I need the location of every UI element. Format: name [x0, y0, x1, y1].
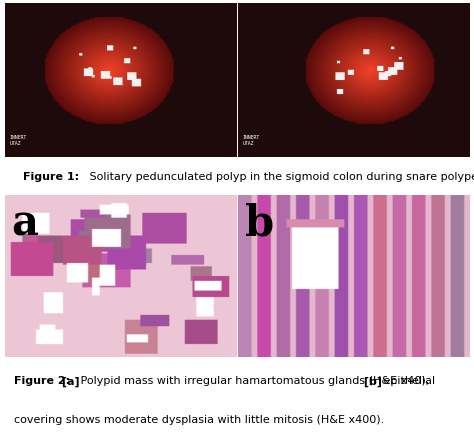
Text: Figure 1:: Figure 1:: [23, 171, 80, 181]
Text: [b]: [b]: [360, 375, 382, 386]
Text: epithelial: epithelial: [380, 375, 435, 385]
Text: INNERT
UTAZ: INNERT UTAZ: [243, 135, 260, 145]
Text: Figure 2:: Figure 2:: [14, 375, 70, 385]
Text: INNERT
UTAZ: INNERT UTAZ: [9, 135, 27, 145]
Text: covering shows moderate dysplasia with little mitosis (H&E x400).: covering shows moderate dysplasia with l…: [14, 414, 384, 424]
Text: a: a: [12, 202, 39, 244]
Text: [a]: [a]: [58, 375, 80, 386]
Text: b: b: [245, 202, 274, 244]
Text: Solitary pedunculated polyp in the sigmoid colon during snare polypectomy.: Solitary pedunculated polyp in the sigmo…: [86, 171, 474, 181]
Text: Polypid mass with irregular hamartomatous glands (H&E x40),: Polypid mass with irregular hamartomatou…: [77, 375, 429, 385]
